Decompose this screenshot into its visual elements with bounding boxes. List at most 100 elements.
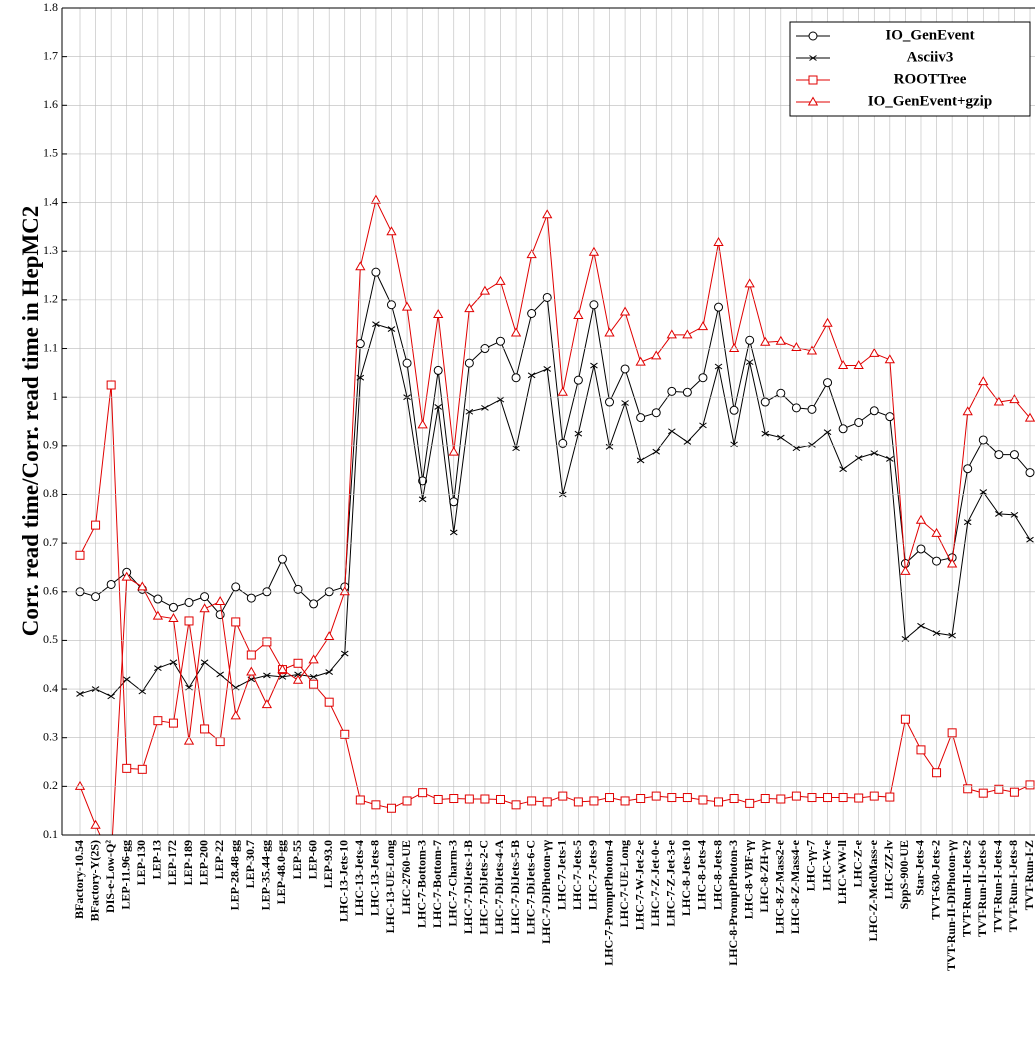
marker (154, 665, 162, 672)
legend-label: IO_GenEvent (885, 27, 974, 43)
marker (481, 404, 489, 411)
marker (464, 303, 475, 313)
y-tick-label: 1.2 (43, 292, 58, 306)
x-tick-label: LEP-48.0-gg (274, 840, 288, 904)
marker (433, 794, 443, 804)
marker (823, 378, 833, 388)
x-tick-label: LEP-172 (165, 840, 179, 885)
x-tick-label: LHC-7-Z-Jet-0-e (648, 839, 662, 926)
marker (962, 406, 973, 416)
marker (480, 794, 490, 804)
marker (122, 763, 132, 773)
marker (1024, 412, 1035, 422)
marker (292, 674, 304, 684)
x-tick-label: BFactory-Υ(2S) (87, 840, 101, 921)
marker (775, 335, 786, 345)
marker (309, 673, 318, 680)
marker (807, 793, 817, 803)
marker (822, 317, 833, 327)
marker (667, 793, 677, 803)
marker (729, 794, 739, 804)
marker (246, 650, 256, 660)
marker (635, 356, 646, 366)
x-tick-label: LHC-2760-UE (399, 840, 413, 915)
x-tick-label: LEP-35.44-gg (259, 840, 273, 910)
x-tick-label: LHC-ZZ-lv (882, 840, 896, 899)
y-tick-label: 1.1 (43, 340, 58, 354)
marker (917, 622, 925, 629)
marker (590, 362, 598, 369)
marker (900, 714, 910, 724)
marker (1025, 780, 1035, 790)
marker (340, 650, 349, 657)
marker (231, 617, 241, 627)
series-line (79, 270, 1031, 616)
x-tick-label: LHC-7-W-Jet-2-e (632, 839, 646, 930)
x-tick-label: LHC-7-DiJets-6-C (523, 840, 537, 935)
marker (90, 819, 101, 829)
marker (355, 795, 365, 805)
x-tick-label: LEP-93.0 (321, 840, 335, 888)
marker (776, 794, 786, 804)
marker (106, 579, 116, 589)
marker (869, 347, 880, 357)
marker (807, 96, 819, 106)
marker (402, 796, 412, 806)
marker (838, 424, 848, 434)
x-tick-label: LEP-130 (134, 840, 148, 885)
marker (699, 422, 707, 429)
marker (401, 301, 413, 311)
marker (760, 397, 770, 407)
legend-label: ROOTTree (894, 71, 967, 87)
marker (777, 434, 785, 441)
marker (168, 718, 178, 728)
marker (557, 386, 568, 396)
marker (994, 784, 1004, 794)
marker (277, 554, 287, 564)
marker (215, 595, 226, 605)
marker (464, 794, 474, 804)
marker (574, 430, 583, 437)
x-tick-label: LEP-28.48-gg (227, 840, 241, 910)
marker (729, 405, 739, 415)
x-tick-label: DIS-e-Low-Q² (103, 840, 117, 913)
marker (1010, 511, 1019, 518)
marker (495, 794, 505, 804)
marker (526, 249, 537, 259)
marker (682, 329, 693, 339)
marker (199, 603, 210, 613)
marker (620, 796, 630, 806)
marker (386, 226, 397, 236)
x-tick-label: TVT-Run-I-Z (1022, 840, 1035, 910)
marker (261, 699, 273, 709)
y-tick-label: 0.5 (43, 632, 58, 646)
x-tick-label: TVT-Run-II-DiPhoton-γγ (944, 840, 958, 971)
marker (325, 669, 333, 675)
marker (605, 443, 614, 450)
x-tick-label: LHC-13-Jets-10 (337, 840, 351, 922)
x-tick-label: LHC-Z-MedMass-e (866, 839, 880, 941)
marker (91, 520, 101, 530)
x-tick-label: LEP-200 (196, 840, 210, 885)
x-tick-label: LHC-7-DiJets-2-C (477, 840, 491, 935)
x-tick-label: LHC-7-DiJets-1-B (461, 840, 475, 934)
x-tick-label: LHC-7-UE-Long (617, 840, 631, 927)
x-tick-label: LHC-WW-ll (835, 839, 849, 904)
marker (356, 374, 365, 381)
marker (231, 582, 241, 592)
marker (963, 784, 973, 794)
marker (854, 793, 864, 803)
x-tick-label: TVT-630-Jets-2 (928, 840, 942, 920)
marker (479, 285, 491, 295)
marker (651, 791, 661, 801)
x-tick-label: LEP-11.96-gg (118, 840, 132, 910)
marker (931, 527, 942, 537)
marker (309, 599, 319, 609)
marker (137, 764, 147, 774)
marker (137, 581, 148, 591)
marker (620, 364, 630, 374)
marker (932, 768, 942, 778)
x-tick-label: LHC-8-Z-Mass2-e (773, 839, 787, 934)
